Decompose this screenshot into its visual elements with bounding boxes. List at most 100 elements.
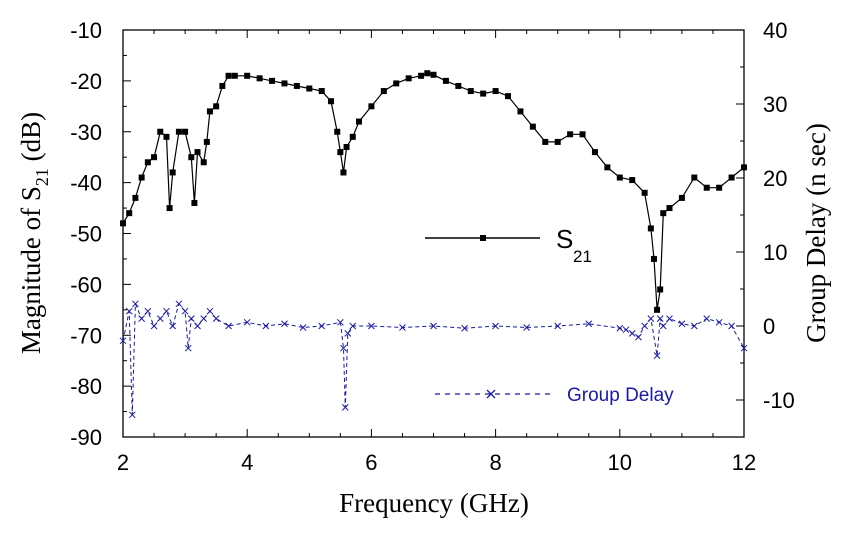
s21-point	[703, 184, 710, 191]
s21-point	[269, 77, 276, 84]
s21-point	[213, 103, 220, 110]
s21-point	[306, 85, 313, 92]
s21-point	[219, 82, 226, 89]
s21-point	[716, 184, 723, 191]
s21-point	[120, 220, 126, 227]
group-delay-point	[647, 315, 655, 322]
group-delay-point	[281, 320, 288, 328]
s21-point	[281, 80, 288, 87]
group-delay-point	[399, 324, 406, 331]
legend: S 21 Group Delay	[425, 224, 674, 406]
group-delay-point	[132, 300, 139, 308]
group-delay-point	[175, 300, 183, 308]
group-delay-point	[628, 330, 636, 337]
group-delay-point	[156, 315, 164, 322]
group-delay-point	[461, 324, 468, 332]
s21-point	[188, 154, 195, 161]
group-delay-point	[212, 315, 220, 322]
y-right-tick-label: -10	[763, 388, 795, 413]
s21-point	[393, 80, 400, 87]
axis-ticks	[122, 29, 745, 438]
group-delay-series	[119, 300, 748, 419]
s21-point	[368, 103, 375, 110]
group-delay-point	[299, 324, 307, 331]
group-delay-point	[150, 322, 158, 330]
s21-point	[334, 128, 341, 135]
s21-point	[380, 88, 387, 95]
s21-point	[182, 128, 189, 135]
y-left-tick-label: -20	[70, 69, 102, 94]
y-right-tick-label: 0	[763, 314, 775, 339]
s21-point	[629, 177, 636, 184]
group-delay-point	[659, 322, 667, 330]
s21-point	[430, 71, 437, 78]
y-axis-left-title: Magnitude of S21 (dB)	[16, 112, 52, 354]
s21-series	[120, 70, 747, 313]
x-tick-label: 2	[117, 450, 129, 475]
s21-line	[122, 72, 745, 310]
s21-point	[492, 88, 499, 95]
s21-point	[647, 225, 654, 232]
group-delay-point	[262, 322, 270, 330]
s21-point	[728, 174, 735, 181]
group-delay-point	[187, 315, 195, 322]
s21-point	[666, 205, 673, 212]
s21-point	[157, 128, 164, 135]
x-tick-label: 6	[365, 450, 377, 475]
s21-point	[567, 131, 574, 138]
y-right-tick-label: 10	[763, 240, 787, 265]
y-right-tick-label: 40	[763, 18, 787, 43]
legend-gd-label: Group Delay	[567, 385, 674, 406]
s21-point	[654, 306, 661, 313]
s21-point	[641, 189, 648, 196]
group-delay-point	[184, 344, 192, 352]
group-delay-point	[341, 404, 349, 411]
group-delay-point	[200, 315, 208, 322]
s21-point	[144, 159, 151, 166]
s21-point	[151, 154, 158, 161]
s21-point	[244, 72, 251, 79]
s21-point	[340, 169, 347, 176]
s21-point	[343, 144, 350, 151]
group-delay-point	[492, 322, 499, 330]
x-tick-label: 12	[732, 450, 756, 475]
s21-point	[660, 210, 667, 217]
s21-point	[691, 174, 698, 181]
s21-point	[542, 138, 549, 145]
y-left-tick-label: -80	[70, 374, 102, 399]
group-delay-point	[194, 322, 201, 330]
group-delay-point	[128, 411, 136, 419]
s21-point	[132, 194, 139, 201]
group-delay-point	[144, 307, 152, 315]
y-right-tick-label: 20	[763, 166, 787, 191]
group-delay-point	[344, 330, 352, 337]
s21-point	[517, 108, 524, 115]
y-left-tick-label: -50	[70, 222, 102, 247]
group-delay-point	[243, 318, 251, 326]
group-delay-point	[622, 326, 630, 334]
s21-point	[480, 90, 487, 97]
s21-point	[337, 149, 344, 156]
group-delay-point	[635, 333, 642, 341]
y-axis-right-title: Group Delay (n sec)	[801, 123, 831, 343]
s21-point	[200, 159, 207, 166]
group-delay-point	[703, 315, 711, 322]
group-delay-point	[340, 344, 347, 352]
y-left-tick-label: -90	[70, 425, 102, 450]
y-left-tick-label: -40	[70, 171, 102, 196]
y-axis-left-title-sub: 21	[32, 168, 52, 186]
x-tick-label: 10	[608, 450, 632, 475]
s21-point	[126, 210, 133, 217]
group-delay-point	[728, 322, 735, 330]
group-delay-point	[690, 322, 698, 330]
s21-point	[175, 128, 182, 135]
group-delay-point	[318, 322, 326, 330]
s21-point	[225, 72, 232, 79]
s21-point	[657, 286, 664, 293]
tick-labels: 2 4 6 8 10 12 -10 -20 -30 -40 -50 -60 -70 -80 -90 40 30 2…	[70, 18, 795, 475]
s21-point	[206, 108, 213, 115]
group-delay-point	[349, 322, 357, 330]
group-delay-point	[138, 315, 145, 322]
group-delay-point	[125, 307, 133, 315]
s21-point	[231, 72, 238, 79]
